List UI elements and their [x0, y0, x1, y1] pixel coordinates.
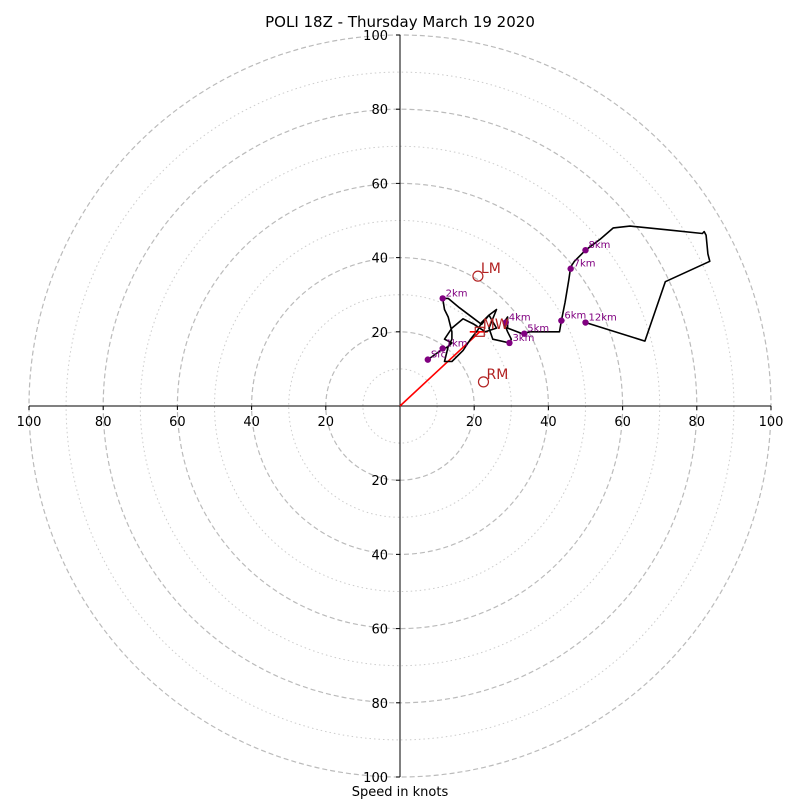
height-point-6km: [558, 317, 565, 324]
height-point-8km: [582, 246, 589, 254]
x-tick-label: 40: [540, 415, 557, 430]
y-tick-label: 60: [371, 623, 388, 638]
height-label-3km: 3km: [512, 333, 534, 344]
height-point-12km: [582, 319, 589, 326]
storm-motion-label-LM: LM: [481, 261, 501, 277]
height-label-4km: 4km: [509, 313, 531, 324]
height-point-3km: [506, 339, 513, 347]
height-label-6km: 6km: [564, 311, 586, 322]
height-label-5km: 5km: [527, 324, 549, 335]
x-tick-label: 100: [759, 415, 784, 430]
y-tick-label: 20: [371, 474, 388, 489]
y-tick-label: 80: [371, 103, 388, 118]
storm-motion-layer: LM RM MW: [472, 261, 509, 388]
x-tick-label: 20: [466, 415, 483, 430]
x-tick-label: 80: [95, 415, 112, 430]
height-label-12km: 12km: [589, 313, 617, 324]
height-point-Sfc: [424, 356, 432, 363]
y-tick-label: 100: [363, 771, 388, 786]
x-tick-label: 60: [614, 415, 631, 430]
x-tick-label: 20: [318, 415, 335, 430]
x-axis-label: Speed in knots: [352, 785, 449, 800]
y-tick-label: 20: [371, 326, 388, 341]
height-point-2km: [439, 295, 446, 302]
storm-motion-marker-RM: [477, 376, 490, 388]
height-label-2km: 2km: [446, 288, 468, 299]
hodograph-trace: [427, 225, 711, 363]
hodograph-trace-layer: [427, 225, 711, 363]
x-tick-label: 100: [17, 415, 42, 430]
height-point-7km: [567, 265, 574, 272]
y-tick-label: 40: [371, 548, 388, 563]
height-point-4km: [502, 319, 509, 326]
height-label-7km: 7km: [574, 259, 596, 270]
shear-vector-layer: [399, 330, 488, 407]
height-label-1km: 1km: [446, 338, 468, 349]
storm-motion-label-RM: RM: [486, 367, 508, 383]
height-label-Sfc: Sfc: [431, 350, 446, 361]
storm-motion-label-MW: MW: [483, 317, 509, 333]
tick-labels: 100 80 60 40 20 20 40 60 80 100 100 80 60 40 20 20 40 60 8…: [17, 29, 784, 786]
x-tick-label: 40: [243, 415, 260, 430]
x-tick-label: 60: [169, 415, 186, 430]
height-point-1km: [439, 345, 446, 352]
y-tick-label: 100: [363, 29, 388, 44]
height-label-8km: 8km: [589, 240, 611, 251]
x-tick-label: 80: [689, 415, 706, 430]
storm-motion-marker-LM: [472, 270, 484, 282]
y-tick-label: 40: [371, 252, 388, 267]
chart-title: POLI 18Z - Thursday March 19 2020: [265, 13, 535, 31]
storm-motion-marker-MW: [474, 326, 485, 337]
y-tick-label: 60: [371, 177, 388, 192]
y-tick-label: 80: [371, 697, 388, 712]
height-point-5km: [521, 330, 528, 337]
